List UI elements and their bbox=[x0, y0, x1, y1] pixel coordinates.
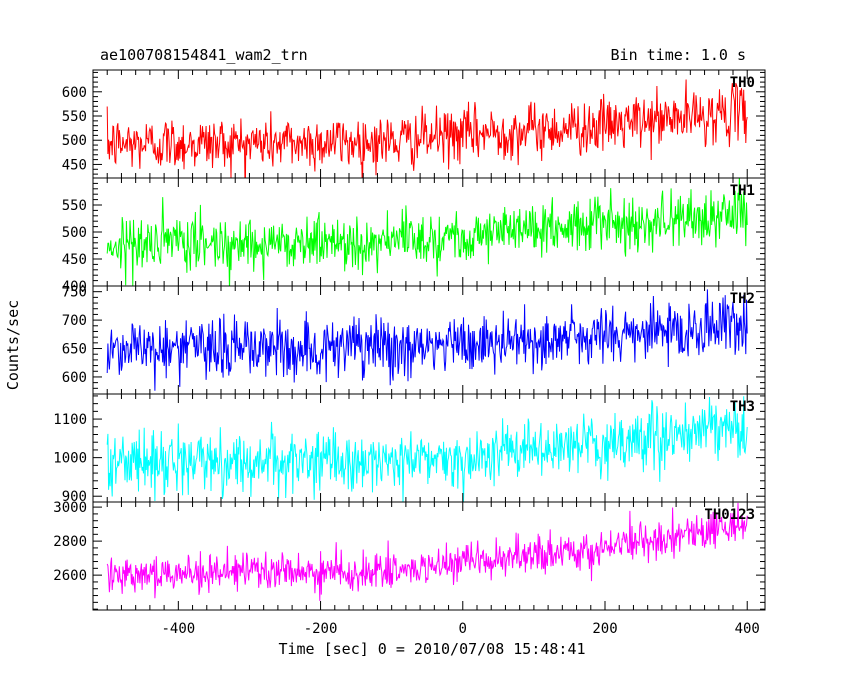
panel-th0: 450 500 550 600 TH0 bbox=[62, 69, 766, 179]
y-tick-label: 550 bbox=[62, 198, 87, 214]
observation-id-title: ae100708154841_wam2_trn bbox=[100, 46, 308, 64]
panels-group: 450 500 550 600 TH0 400 450 500 550 TH1 600 650 700 7… bbox=[53, 69, 766, 611]
y-tick-label: 1100 bbox=[53, 412, 87, 428]
x-tick-label: 400 bbox=[735, 621, 760, 637]
y-tick-label: 750 bbox=[62, 285, 87, 301]
panel-label-th2: TH2 bbox=[730, 291, 755, 307]
panel-th2: 600 650 700 750 TH2 bbox=[62, 285, 766, 395]
series-line-th3 bbox=[106, 396, 748, 502]
y-tick-label: 550 bbox=[62, 109, 87, 125]
y-tick-label: 450 bbox=[62, 252, 87, 268]
panel-label-th0123: TH0123 bbox=[704, 507, 755, 523]
y-axis-label: Counts/sec bbox=[4, 300, 22, 390]
y-tick-label: 2800 bbox=[53, 534, 87, 550]
panel-label-th0: TH0 bbox=[730, 75, 755, 91]
y-tick-label: 1000 bbox=[53, 451, 87, 467]
y-tick-label: 500 bbox=[62, 225, 87, 241]
y-tick-label: 450 bbox=[62, 157, 87, 173]
panel-th3: 900 1000 1100 TH3 bbox=[53, 393, 766, 505]
x-tick-label: 200 bbox=[592, 621, 617, 637]
x-tick-label: 0 bbox=[459, 621, 467, 637]
y-tick-label: 500 bbox=[62, 133, 87, 149]
series-line-th0123 bbox=[106, 502, 748, 601]
y-tick-label: 2600 bbox=[53, 568, 87, 584]
panel-label-th1: TH1 bbox=[730, 183, 755, 199]
y-tick-label: 600 bbox=[62, 370, 87, 386]
series-line-th1 bbox=[106, 178, 748, 286]
series-line-th0 bbox=[106, 79, 748, 178]
y-tick-label: 900 bbox=[62, 489, 87, 505]
panel-label-th3: TH3 bbox=[730, 399, 755, 415]
y-tick-label: 600 bbox=[62, 85, 87, 101]
panel-frame bbox=[92, 501, 766, 611]
y-tick-label: 650 bbox=[62, 342, 87, 358]
series-line-th2 bbox=[106, 289, 748, 391]
x-axis-label: Time [sec] 0 = 2010/07/08 15:48:41 bbox=[278, 640, 585, 658]
panel-th1: 400 450 500 550 TH1 bbox=[62, 177, 766, 295]
y-tick-label: 400 bbox=[62, 279, 87, 295]
y-tick-label: 3000 bbox=[53, 500, 87, 516]
x-axis: -400 -200 0 200 400 bbox=[161, 621, 759, 637]
panel-th0123: 2600 2800 3000 TH0123 bbox=[53, 500, 766, 611]
x-tick-label: -200 bbox=[304, 621, 338, 637]
bin-time-label: Bin time: 1.0 s bbox=[611, 46, 746, 64]
x-tick-label: -400 bbox=[161, 621, 195, 637]
y-tick-label: 700 bbox=[62, 313, 87, 329]
